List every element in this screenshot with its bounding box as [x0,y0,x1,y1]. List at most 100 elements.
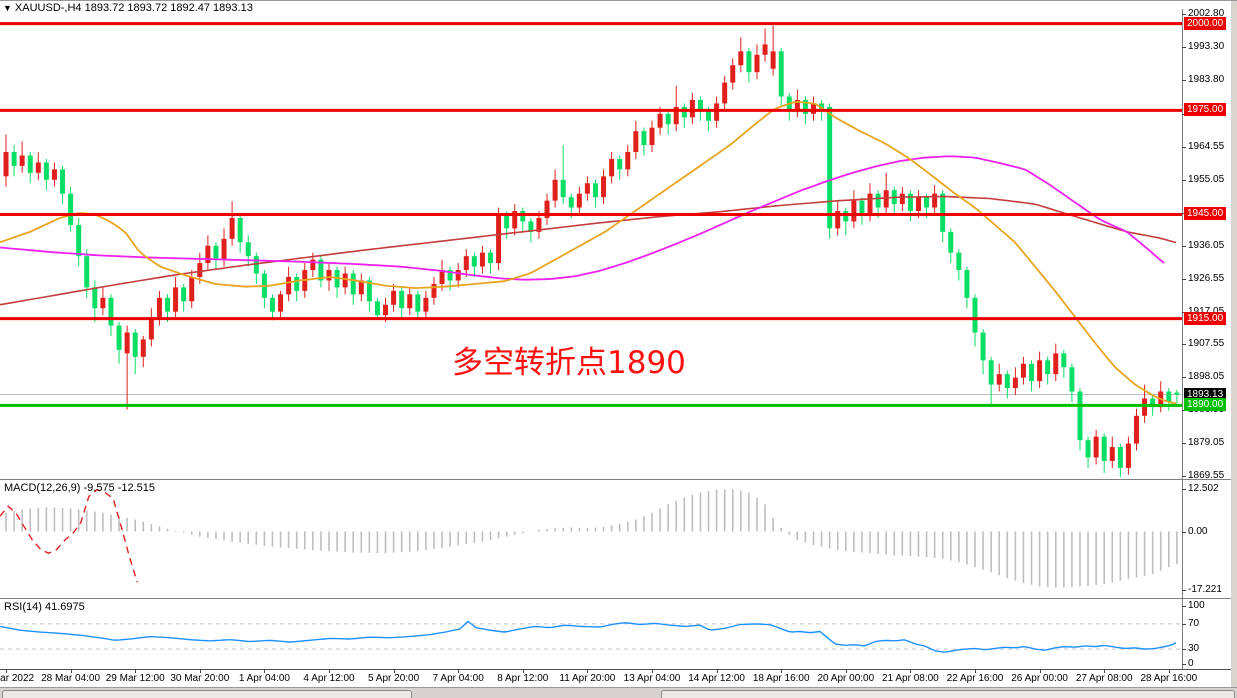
candle-body [770,51,776,69]
time-axis-line [0,669,1237,670]
price-tick: 1869.55 [1181,470,1225,482]
time-label: 1 Apr 04:00 [238,673,290,684]
pane-separator-macd[interactable] [0,479,1237,480]
candle-body [229,217,235,239]
candle-body [35,162,41,173]
candle-body [811,103,816,114]
candle-body [714,103,720,121]
time-label: 20 Apr 00:00 [817,673,875,684]
candle-body [746,51,752,73]
candle-body [875,193,881,208]
candle-body [633,131,639,153]
rsi-tick: 0 [1182,658,1194,669]
rsi-tick: 100 [1182,600,1205,611]
time-tick [329,670,330,673]
taskbar-button-left[interactable] [2,690,412,698]
candle-body [1053,353,1059,375]
candle-body [576,193,582,208]
candle-body [730,65,736,83]
candle-body [326,270,332,281]
time-label: 29 Mar 12:00 [105,673,165,684]
candle-body [697,99,703,111]
candle-body [455,270,461,281]
window-right-edge [1231,1,1237,687]
candle-body [1012,377,1018,389]
candle-body [520,211,526,222]
candle-body [1093,436,1099,458]
candle-body [19,155,25,166]
candle-body [843,211,849,222]
candle-body [253,256,259,274]
price-tick: 1898.05 [1181,371,1225,383]
candle-body [924,197,930,208]
candle-body [560,179,566,198]
time-tick [781,670,783,673]
candle-body [43,162,49,180]
price-tick: 1993.30 [1181,40,1225,52]
candle-body [423,297,429,312]
time-tick [1104,670,1106,673]
candle-body [972,297,978,333]
time-tick [393,670,395,673]
candle-body [237,217,243,243]
time-tick [199,670,201,673]
candle-body [374,301,380,316]
candle-body [116,325,122,350]
price-tick: 1879.05 [1181,437,1225,449]
candle-body [213,245,219,260]
candle-body [802,99,808,114]
time-label: 27 Apr 08:00 [1075,673,1133,684]
candle-body [197,263,203,277]
candle-body [794,99,800,111]
candle-body [415,294,421,312]
time-tick [522,670,524,673]
candle-body [399,290,405,309]
candle-body [601,176,607,198]
candle-body [536,217,542,232]
time-tick [652,670,653,673]
time-tick [6,670,7,673]
time-tick [1168,670,1170,673]
pane-separator-rsi[interactable] [0,598,1237,599]
candle-body [205,245,211,264]
candle-body [11,152,17,166]
candle-body [173,287,179,312]
candle-body [447,270,453,281]
time-label: 21 Apr 08:00 [882,673,939,684]
candle-body [568,197,574,208]
time-label: 24 Mar 2022 [0,673,35,684]
candle-body [552,179,558,201]
time-label: 28 Apr 16:00 [1140,673,1198,684]
time-label: 5 Apr 20:00 [368,673,420,684]
ma-mid-line [0,155,1165,281]
price-axis-border [1182,9,1183,669]
time-label: 4 Apr 12:00 [303,673,355,684]
ma-slow-line [0,195,1177,306]
candle-body [778,51,784,97]
candle-body [189,276,195,302]
taskbar [0,687,1237,698]
time-tick [587,670,589,673]
candle-body [851,200,857,222]
candle-body [528,221,534,232]
time-tick [1039,670,1041,673]
time-label: 11 Apr 20:00 [559,673,616,684]
taskbar-button-right[interactable] [661,690,1235,698]
price-badge-1893.13: 1893.13 [1184,387,1227,401]
price-tick: 1917.05 [1181,306,1224,317]
candle-body [544,200,550,218]
candle-body [181,287,187,302]
annotation-text[interactable]: 多空转折点1890 [452,345,686,381]
candle-body [27,155,33,173]
symbol-dropdown-icon[interactable]: ▼ [3,3,12,13]
candle-body [488,252,493,264]
candle-body [867,193,873,215]
candle-body [980,332,986,361]
candle-body [899,193,905,205]
candle-body [722,82,728,104]
candle-body [964,270,970,298]
macd-tick: 0.00 [1181,525,1208,537]
price-tick: 1964.55 [1181,140,1225,152]
